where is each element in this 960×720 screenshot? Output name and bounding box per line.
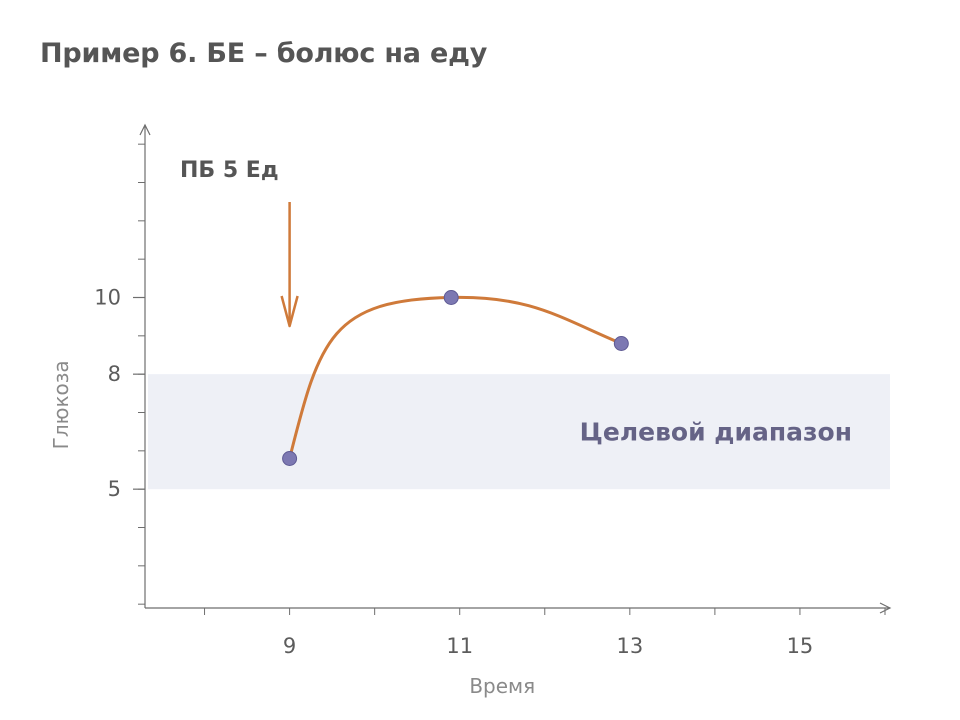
x-tick-label: 15 [787,634,814,658]
glucose-curve [288,295,623,460]
data-point [443,290,459,305]
target-range-band [148,374,890,490]
data-point [282,451,298,466]
x-axis-arrow [879,602,892,614]
bolus-arrow-head [280,295,299,328]
y-axis-title: Глюкоза [49,360,73,449]
y-tick-label: 10 [94,286,121,310]
x-tick-label: 9 [283,634,296,658]
bolus-annotation-label: ПБ 5 Ед [180,158,279,183]
y-tick-label: 8 [108,362,121,386]
data-point [613,336,629,351]
x-tick-label: 11 [446,634,473,658]
x-axis-title: Время [469,674,535,698]
x-tick-label: 13 [616,634,643,658]
target-range-label: Целевой диапазон [580,418,852,447]
y-tick-label: 5 [108,477,121,501]
y-axis-arrow [139,123,151,136]
page-title: Пример 6. БЕ – болюс на еду [40,38,488,69]
